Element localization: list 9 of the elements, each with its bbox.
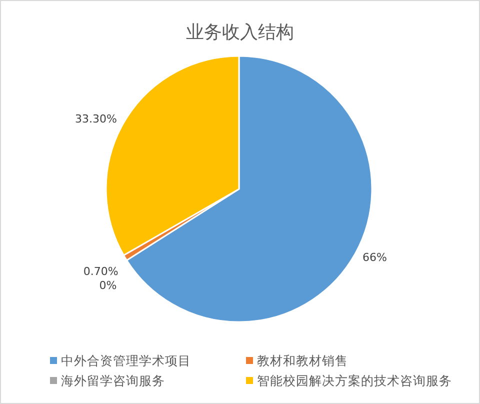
chart-title: 业务收入结构	[186, 22, 294, 43]
data-label: 66%	[362, 250, 388, 264]
legend-label: 智能校园解决方案的技术咨询服务	[257, 373, 452, 388]
legend-label: 教材和教材销售	[257, 353, 348, 368]
text: 0%	[99, 278, 117, 292]
data-label: 33.30%	[75, 112, 117, 126]
data-label: 0.70%	[83, 264, 118, 278]
legend-label: 中外合资管理学术项目	[61, 353, 191, 368]
legend-label: 海外留学咨询服务	[61, 373, 165, 388]
